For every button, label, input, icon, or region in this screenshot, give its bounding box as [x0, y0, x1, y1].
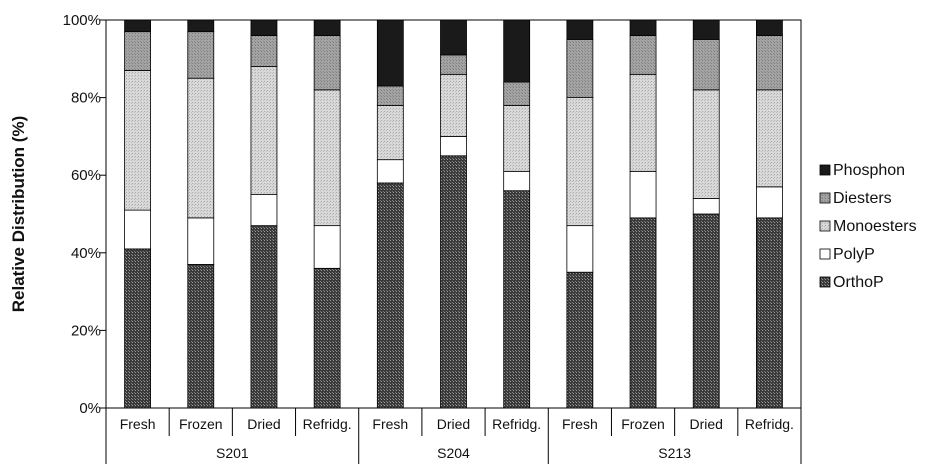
bar-segment-monoesters — [440, 73, 467, 137]
bar-segment-diesters — [440, 54, 467, 75]
bar-segment-diesters — [250, 35, 278, 67]
bar-segment-diesters — [376, 85, 404, 106]
bar-segment-polyp — [313, 225, 341, 269]
bar-segment-phosphon — [250, 19, 278, 36]
legend-swatch — [819, 220, 831, 232]
bar-segment-orthop — [440, 155, 467, 409]
x-category-label: Frozen — [179, 416, 223, 432]
legend-swatch — [819, 164, 831, 176]
legend-swatch — [819, 192, 831, 204]
bar-segment-polyp — [250, 194, 278, 227]
y-tick-label: 0% — [79, 400, 101, 417]
bar-segment-polyp — [440, 135, 467, 157]
x-category-label: Dried — [247, 416, 280, 432]
y-tick-label: 60% — [71, 167, 101, 184]
y-tick-label: 40% — [71, 245, 101, 262]
legend-label: Monoesters — [833, 218, 917, 235]
bar-segment-polyp — [124, 209, 151, 250]
bar-segment-orthop — [629, 217, 657, 409]
bar-segment-phosphon — [503, 19, 531, 83]
x-group-label: S213 — [658, 445, 691, 461]
bar-segment-monoesters — [756, 89, 783, 188]
bar-segment-diesters — [566, 39, 594, 99]
bar-segment-orthop — [756, 217, 783, 409]
bar-segment-phosphon — [566, 19, 594, 40]
bar-segment-orthop — [124, 248, 151, 409]
bar-segment-phosphon — [187, 19, 215, 33]
x-group-label: S201 — [216, 445, 249, 461]
x-category-label: Refridg. — [745, 416, 794, 432]
bar-segment-phosphon — [692, 19, 720, 40]
legend-label: OrthoP — [833, 274, 884, 291]
x-category-label: Dried — [689, 416, 722, 432]
bar-segment-diesters — [692, 39, 720, 91]
bar-segment-diesters — [756, 35, 783, 91]
bar-segment-polyp — [376, 159, 404, 184]
bar-segment-diesters — [313, 35, 341, 91]
bar-segment-monoesters — [124, 70, 151, 211]
bar-segment-phosphon — [440, 19, 467, 56]
bar-segment-orthop — [503, 190, 531, 409]
bar-segment-monoesters — [313, 89, 341, 227]
bar-segment-phosphon — [124, 19, 151, 33]
bar-segment-orthop — [376, 182, 404, 409]
bar-segment-phosphon — [376, 19, 404, 87]
bar-segment-monoesters — [376, 104, 404, 161]
bar-segment-diesters — [503, 81, 531, 106]
bar-segment-polyp — [692, 198, 720, 215]
legend-swatch — [819, 276, 831, 288]
x-category-label: Fresh — [372, 416, 408, 432]
legend-swatch — [819, 248, 831, 260]
bar-segment-diesters — [124, 31, 151, 71]
bar-segment-polyp — [566, 225, 594, 273]
bar-segment-orthop — [187, 264, 215, 409]
bar-segment-polyp — [187, 217, 215, 265]
legend-label: Phosphon — [833, 162, 905, 179]
bar-segment-orthop — [566, 271, 594, 409]
y-tick-label: 80% — [71, 90, 101, 107]
x-category-label: Dried — [437, 416, 470, 432]
bar-segment-monoesters — [503, 104, 531, 172]
bar-segment-orthop — [692, 213, 720, 409]
x-category-label: Frozen — [621, 416, 665, 432]
bar-segment-diesters — [629, 35, 657, 75]
legend-label: PolyP — [833, 246, 875, 263]
bar-segment-phosphon — [629, 19, 657, 36]
x-category-label: Refridg. — [492, 416, 541, 432]
bar-segment-phosphon — [313, 19, 341, 36]
bar-segment-diesters — [187, 31, 215, 79]
bar-segment-phosphon — [756, 19, 783, 36]
x-category-label: Fresh — [120, 416, 156, 432]
x-category-label: Fresh — [562, 416, 598, 432]
bar-segment-polyp — [503, 170, 531, 192]
bar-segment-polyp — [756, 186, 783, 219]
y-tick-label: 100% — [63, 12, 101, 29]
y-axis-label: Relative Distribution (%) — [9, 116, 28, 312]
bar-segment-monoesters — [250, 66, 278, 195]
x-category-label: Refridg. — [303, 416, 352, 432]
bar-segment-orthop — [250, 225, 278, 409]
bar-segment-monoesters — [566, 97, 594, 227]
bar-segment-orthop — [313, 267, 341, 409]
bar-segment-polyp — [629, 170, 657, 219]
legend-label: Diesters — [833, 190, 892, 207]
y-tick-label: 20% — [71, 322, 101, 339]
bar-segment-monoesters — [692, 89, 720, 199]
x-group-label: S204 — [437, 445, 470, 461]
bar-segment-monoesters — [629, 73, 657, 172]
bar-segment-monoesters — [187, 77, 215, 219]
